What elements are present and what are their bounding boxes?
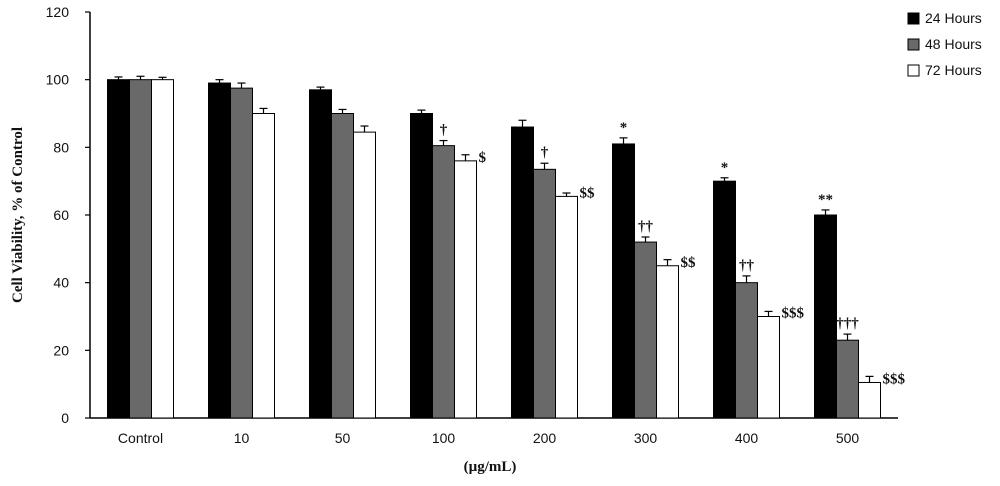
bar-72-hours-control xyxy=(151,79,174,419)
significance-mark: † xyxy=(541,145,549,161)
significance-mark: ** xyxy=(818,192,833,208)
x-axis-title: (µg/mL) xyxy=(464,459,517,475)
bar-24-hours-300 xyxy=(612,143,635,419)
bar-24-hours-50 xyxy=(309,89,332,419)
bar-48-hours-500 xyxy=(836,339,859,419)
bar-72-hours-300 xyxy=(656,265,679,419)
bar-48-hours-10 xyxy=(230,87,253,419)
significance-mark: $$ xyxy=(681,255,697,271)
bar-48-hours-200 xyxy=(533,168,556,419)
bar-72-hours-400 xyxy=(757,316,780,419)
bar-48-hours-control xyxy=(129,79,152,419)
legend: 24 Hours 48 Hours 72 Hours xyxy=(907,10,982,78)
bar-48-hours-100 xyxy=(432,145,455,419)
significance-marks: † $ † $$ * †† $$ * †† $$$ ** ††† $$$ xyxy=(440,120,906,388)
y-tick-label: 20 xyxy=(53,342,69,358)
bar-48-hours-300 xyxy=(634,241,657,419)
legend-label: 24 Hours xyxy=(925,10,982,26)
x-tick-label: 200 xyxy=(533,430,557,446)
legend-swatch xyxy=(907,64,920,77)
significance-mark: $ xyxy=(479,150,487,166)
y-tick-label: 60 xyxy=(53,207,69,223)
bar-72-hours-50 xyxy=(353,131,376,419)
x-tick-label: 100 xyxy=(432,430,456,446)
significance-mark: $$ xyxy=(580,185,596,201)
bar-24-hours-100 xyxy=(410,113,433,419)
bars xyxy=(107,79,881,419)
y-tick-label: 40 xyxy=(53,275,69,291)
y-axis-title: Cell Viability, % of Control xyxy=(10,127,26,303)
significance-mark: ††† xyxy=(836,316,859,332)
significance-mark: $$$ xyxy=(782,306,805,322)
y-tick-label: 100 xyxy=(46,72,70,88)
y-tick-label: 0 xyxy=(61,410,69,426)
significance-mark: * xyxy=(721,160,729,176)
y-tick-label: 120 xyxy=(46,4,70,20)
significance-mark: †† xyxy=(739,258,755,274)
significance-mark: † xyxy=(440,123,448,139)
x-tick-label: 400 xyxy=(735,430,759,446)
x-tick-label: 10 xyxy=(234,430,250,446)
bar-24-hours-200 xyxy=(511,126,534,419)
bar-72-hours-10 xyxy=(252,113,275,419)
legend-swatch xyxy=(907,38,920,51)
y-tick-label: 80 xyxy=(53,139,69,155)
significance-mark: * xyxy=(620,120,628,136)
x-tick-label: 50 xyxy=(335,430,351,446)
significance-mark: $$$ xyxy=(883,371,906,387)
bar-72-hours-200 xyxy=(555,195,578,419)
bar-72-hours-500 xyxy=(858,381,881,419)
bar-24-hours-400 xyxy=(713,180,736,419)
bar-72-hours-100 xyxy=(454,160,477,419)
y-ticks: 0 20 40 60 80 100 120 xyxy=(46,4,90,426)
significance-mark: †† xyxy=(638,219,654,235)
x-tick-label: Control xyxy=(118,430,163,446)
error-bars xyxy=(114,75,874,383)
legend-label: 72 Hours xyxy=(925,62,982,78)
bar-48-hours-50 xyxy=(331,113,354,419)
legend-swatch xyxy=(907,12,920,25)
bar-48-hours-400 xyxy=(735,282,758,419)
x-tick-label: 500 xyxy=(836,430,860,446)
legend-label: 48 Hours xyxy=(925,36,982,52)
bar-24-hours-500 xyxy=(814,214,837,419)
x-tick-label: 300 xyxy=(634,430,658,446)
bar-24-hours-10 xyxy=(208,82,231,419)
x-ticks: Control 10 50 100 200 300 400 500 xyxy=(118,430,859,446)
bar-24-hours-control xyxy=(107,79,130,419)
